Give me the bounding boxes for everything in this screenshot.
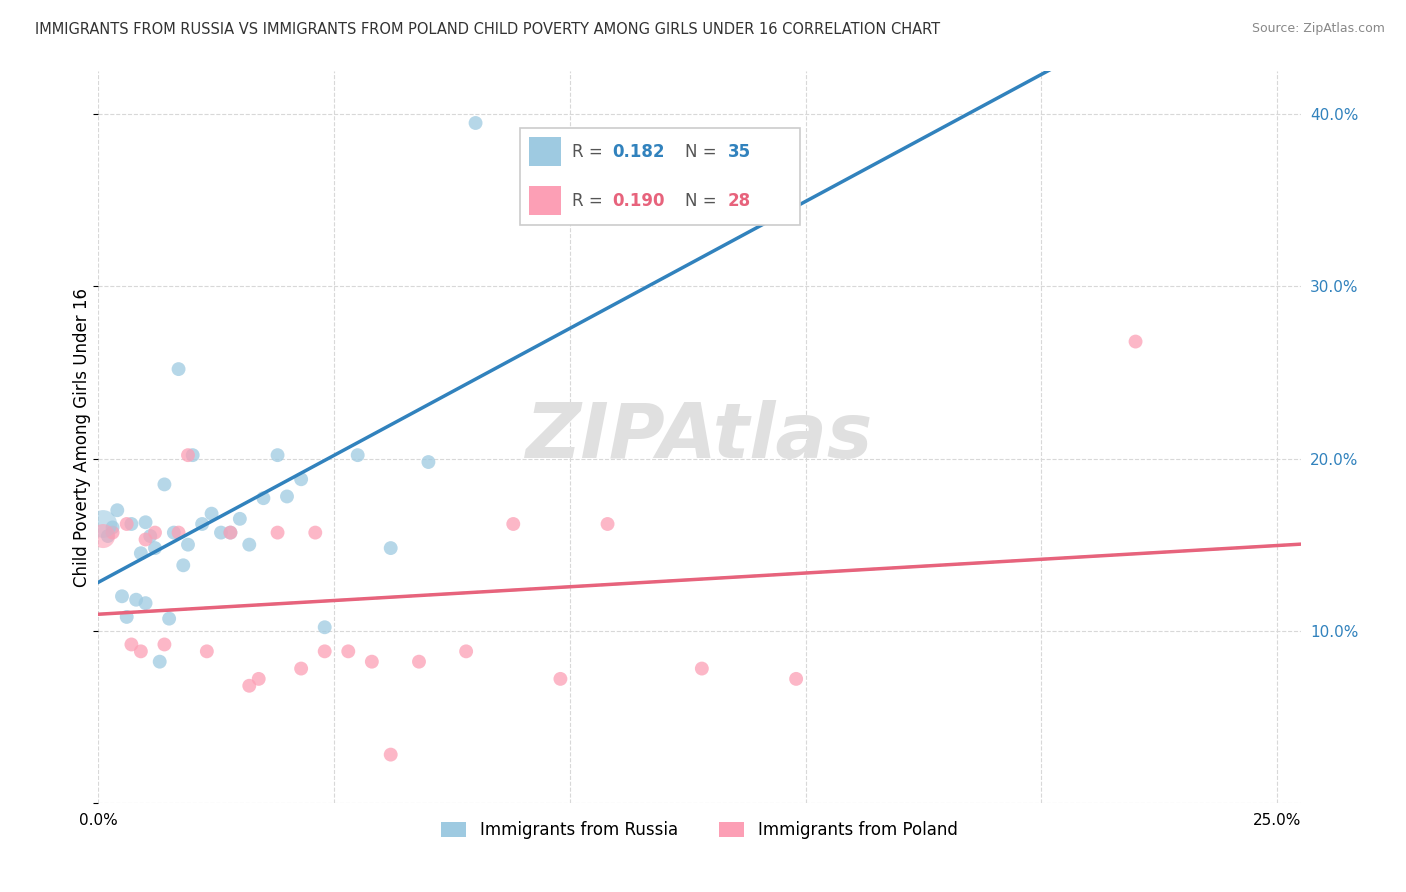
Point — [129, 644, 152, 658]
Point — [785, 672, 807, 686]
Point — [360, 655, 382, 669]
Point — [153, 637, 176, 651]
Point — [120, 637, 142, 651]
Point — [200, 507, 222, 521]
Point — [115, 516, 138, 531]
Point — [266, 525, 288, 540]
Point — [115, 610, 138, 624]
Point — [135, 533, 157, 547]
Point — [177, 448, 200, 462]
Point — [550, 672, 572, 686]
Point — [380, 747, 402, 762]
Point — [143, 541, 166, 555]
Text: ZIPAtlas: ZIPAtlas — [526, 401, 873, 474]
Point — [111, 589, 134, 603]
Point — [105, 503, 128, 517]
Point — [125, 592, 148, 607]
Point — [139, 529, 162, 543]
Point — [153, 477, 176, 491]
Text: R =: R = — [572, 143, 609, 161]
Legend: Immigrants from Russia, Immigrants from Poland: Immigrants from Russia, Immigrants from … — [434, 814, 965, 846]
Point — [167, 525, 190, 540]
Text: 28: 28 — [728, 192, 751, 210]
Point — [290, 662, 312, 676]
Point — [290, 472, 312, 486]
Point — [418, 455, 440, 469]
Point — [101, 525, 124, 540]
Point — [337, 644, 360, 658]
Point — [191, 516, 214, 531]
Bar — [529, 186, 561, 215]
Text: Source: ZipAtlas.com: Source: ZipAtlas.com — [1251, 22, 1385, 36]
Point — [181, 448, 204, 462]
Point — [456, 644, 478, 658]
Point — [209, 525, 232, 540]
Point — [219, 525, 242, 540]
Text: 0.182: 0.182 — [613, 143, 665, 161]
Point — [690, 662, 713, 676]
Point — [464, 116, 486, 130]
Text: IMMIGRANTS FROM RUSSIA VS IMMIGRANTS FROM POLAND CHILD POVERTY AMONG GIRLS UNDER: IMMIGRANTS FROM RUSSIA VS IMMIGRANTS FRO… — [35, 22, 941, 37]
Text: 35: 35 — [728, 143, 751, 161]
Point — [304, 525, 326, 540]
Point — [266, 448, 288, 462]
Point — [314, 620, 336, 634]
Point — [101, 520, 124, 534]
Text: N =: N = — [685, 192, 721, 210]
Point — [163, 525, 186, 540]
Text: 0.190: 0.190 — [613, 192, 665, 210]
Y-axis label: Child Poverty Among Girls Under 16: Child Poverty Among Girls Under 16 — [73, 287, 91, 587]
Text: R =: R = — [572, 192, 609, 210]
Point — [91, 516, 114, 531]
Point — [172, 558, 194, 573]
FancyBboxPatch shape — [520, 128, 800, 226]
Point — [380, 541, 402, 555]
Point — [177, 538, 200, 552]
Point — [135, 596, 157, 610]
Point — [149, 655, 172, 669]
Point — [120, 516, 142, 531]
Point — [247, 672, 270, 686]
Point — [238, 538, 260, 552]
Text: N =: N = — [685, 143, 721, 161]
Point — [252, 491, 274, 505]
Point — [1125, 334, 1147, 349]
Point — [167, 362, 190, 376]
Point — [314, 644, 336, 658]
Point — [219, 525, 242, 540]
Point — [408, 655, 430, 669]
Point — [129, 546, 152, 560]
Point — [143, 525, 166, 540]
Point — [502, 516, 524, 531]
Bar — [529, 137, 561, 166]
Point — [157, 612, 180, 626]
Point — [238, 679, 260, 693]
Point — [596, 516, 619, 531]
Point — [195, 644, 218, 658]
Point — [276, 490, 298, 504]
Point — [135, 516, 157, 530]
Point — [346, 448, 368, 462]
Point — [91, 529, 114, 543]
Point — [97, 529, 120, 543]
Point — [229, 512, 252, 526]
